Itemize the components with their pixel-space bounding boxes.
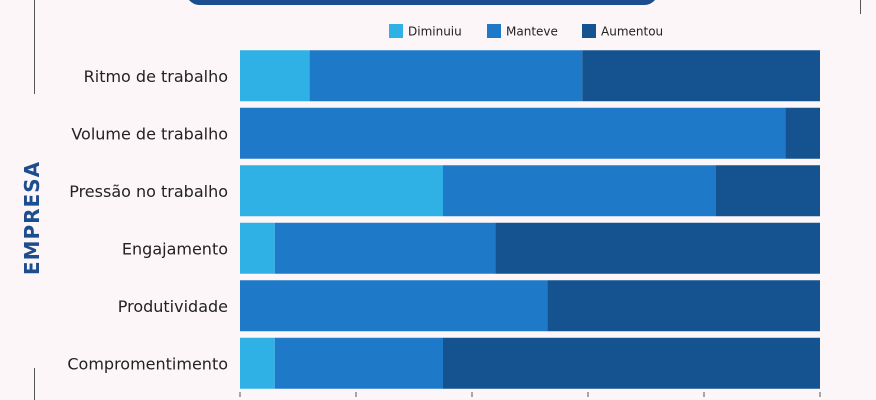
- category-label: Pressão no trabalho: [69, 182, 228, 201]
- bar-engajamento-diminuiu: [240, 222, 275, 274]
- chart-bars: [240, 50, 820, 389]
- bar-pressao-no-trabalho-manteve: [443, 165, 716, 217]
- bar-volume-de-trabalho-manteve: [240, 107, 786, 159]
- x-axis: 0 20 40 60 80 100: [237, 392, 831, 400]
- legend-swatch-diminuiu: [389, 24, 403, 38]
- legend-swatch-aumentou: [582, 24, 596, 38]
- category-label: Engajamento: [122, 239, 228, 258]
- x-tick-label: 20: [349, 398, 363, 400]
- bar-compromentimento-diminuiu: [240, 337, 275, 389]
- legend-swatch-manteve: [487, 24, 501, 38]
- category-label: Ritmo de trabalho: [84, 67, 228, 86]
- bar-volume-de-trabalho-aumentou: [785, 107, 820, 159]
- bar-engajamento-manteve: [274, 222, 496, 274]
- legend-label-diminuiu: Diminuiu: [408, 25, 462, 39]
- legend-label-aumentou: Aumentou: [601, 25, 663, 39]
- bar-ritmo-de-trabalho-aumentou: [582, 50, 820, 102]
- title-banner: [186, 0, 658, 5]
- bar-compromentimento-manteve: [274, 337, 443, 389]
- bar-engajamento-aumentou: [495, 222, 820, 274]
- x-tick-label: 100: [810, 398, 831, 400]
- right-divider-top: [860, 0, 861, 14]
- x-tick-label: 60: [581, 398, 595, 400]
- category-label: Volume de trabalho: [71, 124, 228, 143]
- bar-compromentimento-aumentou: [443, 337, 820, 389]
- left-divider-bottom: [34, 368, 35, 400]
- bar-produtividade-aumentou: [547, 280, 820, 332]
- category-label: Produtividade: [118, 297, 228, 316]
- x-tick-label: 40: [465, 398, 479, 400]
- category-labels: Ritmo de trabalho Volume de trabalho Press…: [67, 67, 228, 374]
- bar-produtividade-manteve: [240, 280, 548, 332]
- legend-label-manteve: Manteve: [506, 25, 558, 39]
- category-label: Compromentimento: [67, 354, 228, 373]
- left-divider-top: [34, 0, 35, 94]
- x-tick-label: 80: [697, 398, 711, 400]
- chart-legend: Diminuiu Manteve Aumentou: [389, 24, 663, 39]
- bar-pressao-no-trabalho-diminuiu: [240, 165, 443, 217]
- x-tick-label: 0: [237, 398, 244, 400]
- bar-ritmo-de-trabalho-diminuiu: [240, 50, 310, 102]
- bar-ritmo-de-trabalho-manteve: [309, 50, 583, 102]
- bar-pressao-no-trabalho-aumentou: [715, 165, 820, 217]
